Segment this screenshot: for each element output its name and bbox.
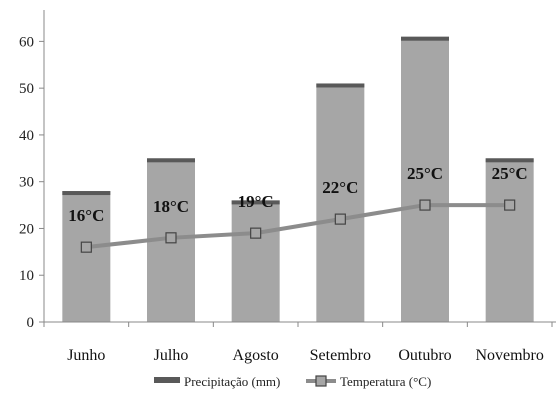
temperature-line-layer <box>80 199 516 253</box>
temperature-data-label: 25°C <box>492 164 528 183</box>
axes-layer: 0 10 20 30 40 50 60 Junho Julho Agosto Setembro Out… <box>19 10 556 364</box>
bar-novembro <box>485 158 534 322</box>
temperature-marker <box>250 227 262 239</box>
y-tick-label: 40 <box>19 128 34 144</box>
temperature-marker <box>334 213 346 225</box>
legend-label-temperature: Temperatura (°C) <box>340 374 431 389</box>
data-labels-layer: 16°C 18°C 19°C 22°C 25°C 25°C <box>68 164 527 225</box>
bar-top-agosto <box>231 200 280 205</box>
y-tick-label: 0 <box>27 315 35 331</box>
temperature-marker <box>419 199 431 211</box>
x-tick-label: Agosto <box>233 347 279 364</box>
bar-top-novembro <box>485 158 534 163</box>
x-tick-label: Setembro <box>310 347 371 364</box>
temperature-marker <box>165 232 177 244</box>
legend-swatch-temperature-marker <box>315 375 327 387</box>
x-tick-label: Outubro <box>398 347 451 364</box>
x-tick-label: Julho <box>154 347 189 364</box>
y-tick-label: 10 <box>19 268 34 284</box>
bar-top-outubro <box>401 36 449 41</box>
temperature-line <box>86 203 510 250</box>
y-tick-label: 50 <box>19 81 34 97</box>
y-tick-label: 60 <box>19 34 34 50</box>
temperature-marker <box>80 241 92 253</box>
legend: Precipitação (mm) Temperatura (°C) <box>154 374 431 389</box>
bar-top-setembro <box>316 83 365 88</box>
temperature-data-label: 16°C <box>68 206 104 225</box>
temperature-marker <box>504 199 516 211</box>
bar-top-junho <box>62 191 111 196</box>
legend-swatch-precipitation <box>154 377 180 383</box>
bar-setembro <box>316 83 365 322</box>
bars-layer <box>62 36 534 322</box>
bar-agosto <box>231 200 280 322</box>
y-tick-label: 30 <box>19 175 34 191</box>
temperature-data-label: 22°C <box>322 178 358 197</box>
temperature-data-label: 18°C <box>153 197 189 216</box>
y-tick-label: 20 <box>19 221 34 237</box>
bar-top-julho <box>147 158 195 163</box>
bar-junho <box>62 191 111 322</box>
x-tick-label: Junho <box>67 347 105 364</box>
temperature-data-label: 19°C <box>238 192 274 211</box>
bar-outubro <box>401 36 449 322</box>
temperature-data-label: 25°C <box>407 164 443 183</box>
legend-label-precipitation: Precipitação (mm) <box>184 374 280 389</box>
x-tick-label: Novembro <box>475 347 543 364</box>
